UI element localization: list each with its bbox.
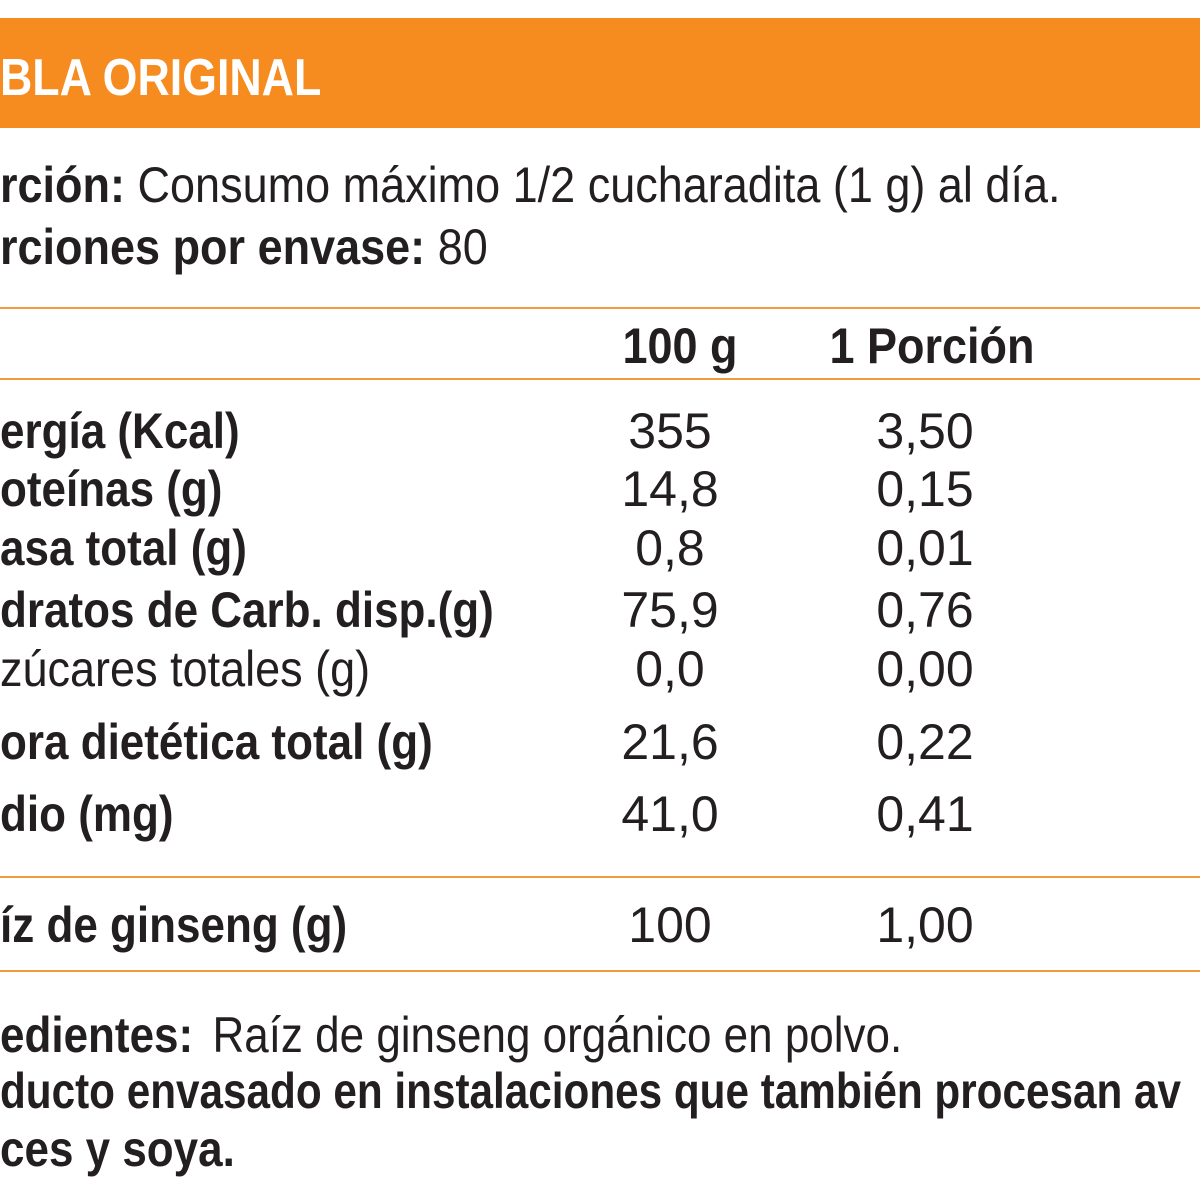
ingredient-label: íz de ginseng (g) bbox=[0, 897, 348, 953]
portion-size-line: rción: Consumo máximo 1/2 cucharadita (1… bbox=[0, 160, 1060, 210]
value-per-100g: 0,8 bbox=[635, 520, 705, 576]
portion-size-label: rción: bbox=[0, 157, 126, 213]
value-per-portion: 0,22 bbox=[876, 714, 974, 770]
portion-size-text: Consumo máximo 1/2 cucharadita (1 g) al … bbox=[137, 157, 1061, 213]
nutrient-label: ergía (Kcal) bbox=[0, 403, 240, 459]
divider-ingredient bbox=[0, 876, 1200, 878]
ingredients-text: Raíz de ginseng orgánico en polvo. bbox=[212, 1007, 903, 1063]
nutrient-label: oteínas (g) bbox=[0, 461, 223, 517]
value-per-100g: 41,0 bbox=[621, 786, 719, 842]
nutrient-row-sugars: zúcares totales (g) 0,0 0,00 bbox=[0, 644, 1200, 694]
value-per-portion: 0,41 bbox=[876, 786, 974, 842]
value-per-portion: 1,00 bbox=[876, 897, 974, 953]
divider-header bbox=[0, 378, 1200, 380]
allergen-notice-line-1: ducto envasado en instalaciones que tamb… bbox=[0, 1063, 1182, 1119]
ingredients-line: edientes: Raíz de ginseng orgánico en po… bbox=[0, 1010, 902, 1060]
nutrient-row-protein: oteínas (g) 14,8 0,15 bbox=[0, 464, 1200, 514]
nutrient-row-sodium: dio (mg) 41,0 0,41 bbox=[0, 789, 1200, 839]
value-per-portion: 0,00 bbox=[876, 641, 974, 697]
value-per-portion: 3,50 bbox=[876, 403, 974, 459]
value-per-100g: 355 bbox=[628, 403, 712, 459]
table-header-row: 100 g 1 Porción bbox=[0, 321, 1200, 371]
nutrient-row-energy: ergía (Kcal) 355 3,50 bbox=[0, 406, 1200, 456]
nutrient-label: zúcares totales (g) bbox=[0, 641, 371, 697]
divider-top bbox=[0, 307, 1200, 309]
servings-per-container-line: rciones por envase: 80 bbox=[0, 222, 488, 272]
column-header-100g: 100 g bbox=[622, 318, 738, 374]
header-band: BLA ORIGINAL bbox=[0, 18, 1200, 128]
ingredient-row-ginseng: íz de ginseng (g) 100 1,00 bbox=[0, 900, 1200, 950]
allergen-notice-line-2: ces y soya. bbox=[0, 1121, 235, 1177]
value-per-100g: 75,9 bbox=[621, 582, 719, 638]
nutrient-row-fat: asa total (g) 0,8 0,01 bbox=[0, 523, 1200, 573]
nutrient-row-fiber: ora dietética total (g) 21,6 0,22 bbox=[0, 717, 1200, 767]
servings-per-container-value: 80 bbox=[437, 219, 488, 275]
servings-per-container-label: rciones por envase: bbox=[0, 219, 426, 275]
nutrient-label: dratos de Carb. disp.(g) bbox=[0, 582, 494, 638]
column-header-portion: 1 Porción bbox=[829, 318, 1035, 374]
label-title: BLA ORIGINAL bbox=[0, 49, 322, 107]
value-per-100g: 21,6 bbox=[621, 714, 719, 770]
value-per-portion: 0,15 bbox=[876, 461, 974, 517]
value-per-portion: 0,01 bbox=[876, 520, 974, 576]
value-per-100g: 0,0 bbox=[635, 641, 705, 697]
value-per-100g: 100 bbox=[628, 897, 712, 953]
nutrient-label: ora dietética total (g) bbox=[0, 714, 433, 770]
nutrient-label: asa total (g) bbox=[0, 520, 247, 576]
nutrient-row-carbohydrates: dratos de Carb. disp.(g) 75,9 0,76 bbox=[0, 585, 1200, 635]
nutrient-label: dio (mg) bbox=[0, 786, 174, 842]
value-per-portion: 0,76 bbox=[876, 582, 974, 638]
value-per-100g: 14,8 bbox=[621, 461, 719, 517]
divider-bottom bbox=[0, 970, 1200, 972]
ingredients-label: edientes: bbox=[0, 1007, 194, 1063]
